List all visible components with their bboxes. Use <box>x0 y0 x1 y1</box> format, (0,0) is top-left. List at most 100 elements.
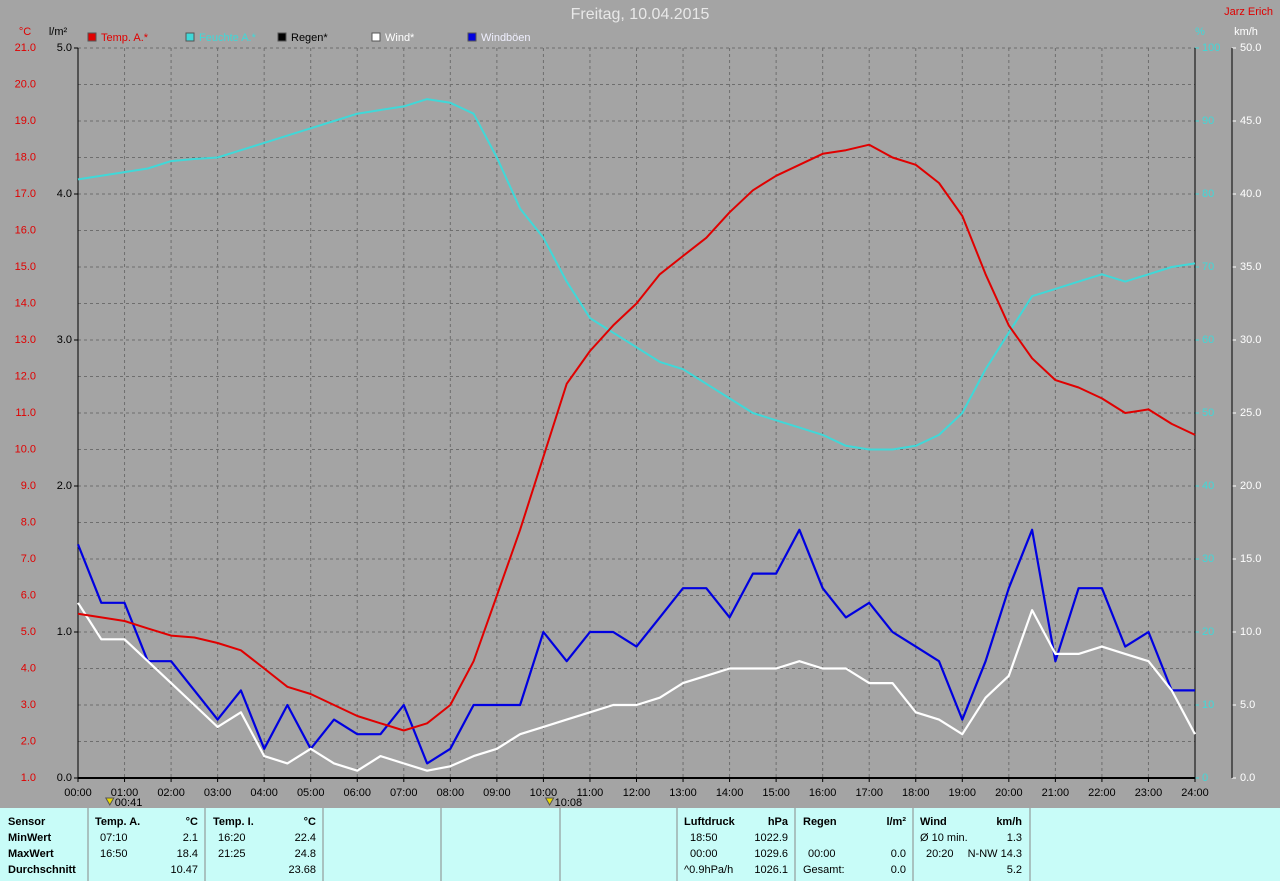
x-tick-label: 24:00 <box>1181 787 1209 799</box>
row-label: MinWert <box>8 832 52 844</box>
time-marker <box>544 797 555 807</box>
x-tick-label: 04:00 <box>250 787 278 799</box>
x-tick-label: 02:00 <box>157 787 185 799</box>
y3-tick-label: 4.0 <box>57 188 72 200</box>
cell: 00:00 <box>690 848 718 860</box>
cell: ^0.9hPa/h <box>684 864 733 876</box>
cell: 1.3 <box>1007 832 1022 844</box>
y2-tick-label: 40 <box>1202 480 1214 492</box>
y4-unit: km/h <box>1234 26 1258 38</box>
y-tick-label: 19.0 <box>15 115 36 127</box>
y-tick-label: 20.0 <box>15 78 36 90</box>
summary-dividers <box>87 808 1031 881</box>
col-unit: km/h <box>996 816 1022 828</box>
x-tick-label: 11:00 <box>577 787 604 799</box>
y4-tick-label: 50.0 <box>1240 42 1261 54</box>
y-tick-label: 2.0 <box>21 735 36 747</box>
cell: 16:20 <box>218 832 246 844</box>
x-tick-label: 09:00 <box>483 787 511 799</box>
x-tick-label: 22:00 <box>1088 787 1116 799</box>
cell: 18.4 <box>177 848 198 860</box>
cell: 2.1 <box>183 832 198 844</box>
cell: 5.2 <box>1007 864 1022 876</box>
time-marker <box>104 797 115 807</box>
cell: N-NW 14.3 <box>968 848 1022 860</box>
y4-tick-label: 30.0 <box>1240 334 1261 346</box>
cell: 10.47 <box>170 864 198 876</box>
x-tick-label: 16:00 <box>809 787 837 799</box>
legend-label: Feuchte A.* <box>199 32 257 44</box>
col-header: Wind <box>920 816 947 828</box>
y3-tick-label: 2.0 <box>57 480 72 492</box>
x-tick-label: 23:00 <box>1135 787 1163 799</box>
cell: 1026.1 <box>754 864 788 876</box>
y-tick-label: 8.0 <box>21 516 36 528</box>
y2-tick-label: 10 <box>1202 699 1214 711</box>
author: Jarz Erich <box>1224 6 1273 18</box>
x-tick-label: 13:00 <box>669 787 697 799</box>
y-tick-label: 18.0 <box>15 151 36 163</box>
legend-label: Regen* <box>291 32 328 44</box>
x-tick-label: 06:00 <box>343 787 371 799</box>
y4-tick-label: 45.0 <box>1240 115 1261 127</box>
col-header: Temp. I. <box>213 816 254 828</box>
y2-tick-label: 100 <box>1202 42 1220 54</box>
series-line <box>77 602 1196 772</box>
time-marker-label: 00:41 <box>115 797 143 809</box>
col-header: Regen <box>803 816 837 828</box>
y4-tick-label: 40.0 <box>1240 188 1261 200</box>
y3-tick-label: 1.0 <box>57 626 72 638</box>
y2-tick-label: 70 <box>1202 261 1214 273</box>
y4-tick-label: 20.0 <box>1240 480 1261 492</box>
row-label: MaxWert <box>8 848 54 860</box>
cell: 07:10 <box>100 832 128 844</box>
row-label: Durchschnitt <box>8 864 76 876</box>
y-tick-label: 3.0 <box>21 699 36 711</box>
cell: 21:25 <box>218 848 246 860</box>
col-unit: °C <box>186 816 198 828</box>
y3-unit: l/m² <box>49 26 68 38</box>
x-tick-label: 18:00 <box>902 787 930 799</box>
y2-tick-label: 50 <box>1202 407 1214 419</box>
cell: 22.4 <box>295 832 316 844</box>
x-tick-label: 14:00 <box>716 787 744 799</box>
series-line <box>77 98 1196 451</box>
y3-tick-label: 0.0 <box>57 772 72 784</box>
y-tick-label: 17.0 <box>15 188 36 200</box>
y-tick-label: 21.0 <box>15 42 36 54</box>
x-tick-label: 20:00 <box>995 787 1023 799</box>
col-unit: °C <box>304 816 316 828</box>
summary-table: Sensor MinWert MaxWert Durchschnitt Temp… <box>8 816 1022 876</box>
col-header: Temp. A. <box>95 816 140 828</box>
cell: 24.8 <box>295 848 316 860</box>
time-marker-label: 10:08 <box>555 797 583 809</box>
cell: 1029.6 <box>754 848 788 860</box>
x-tick-label: 07:00 <box>390 787 418 799</box>
cell: 16:50 <box>100 848 128 860</box>
y-tick-label: 11.0 <box>15 407 36 419</box>
cell: 00:00 <box>808 848 836 860</box>
summary-panel <box>0 808 1280 881</box>
legend-swatch <box>185 32 195 42</box>
y4-tick-label: 15.0 <box>1240 553 1261 565</box>
y4-tick-label: 35.0 <box>1240 261 1261 273</box>
y-tick-label: 5.0 <box>21 626 36 638</box>
y-tick-label: 4.0 <box>21 662 36 674</box>
legend-label: Windböen <box>481 32 531 44</box>
plot-area: 1.0 2.0 3.0 4.0 5.0 6.0 7.0 8.0 9.0 10.0 11.0 12.0 1… <box>15 32 1262 809</box>
legend-swatch <box>87 32 97 42</box>
cell: 0.0 <box>891 864 906 876</box>
cell: Ø 10 min. <box>920 832 968 844</box>
y2-tick-label: 80 <box>1202 188 1214 200</box>
x-tick-label: 05:00 <box>297 787 325 799</box>
legend-swatch <box>371 32 381 42</box>
x-tick-label: 17:00 <box>855 787 883 799</box>
y2-tick-label: 60 <box>1202 334 1214 346</box>
series-line <box>76 528 1195 765</box>
y3-tick-label: 3.0 <box>57 334 72 346</box>
y-tick-label: 15.0 <box>15 261 36 273</box>
chart-title: Freitag, 10.04.2015 <box>571 6 710 23</box>
x-tick-label: 00:00 <box>64 787 92 799</box>
